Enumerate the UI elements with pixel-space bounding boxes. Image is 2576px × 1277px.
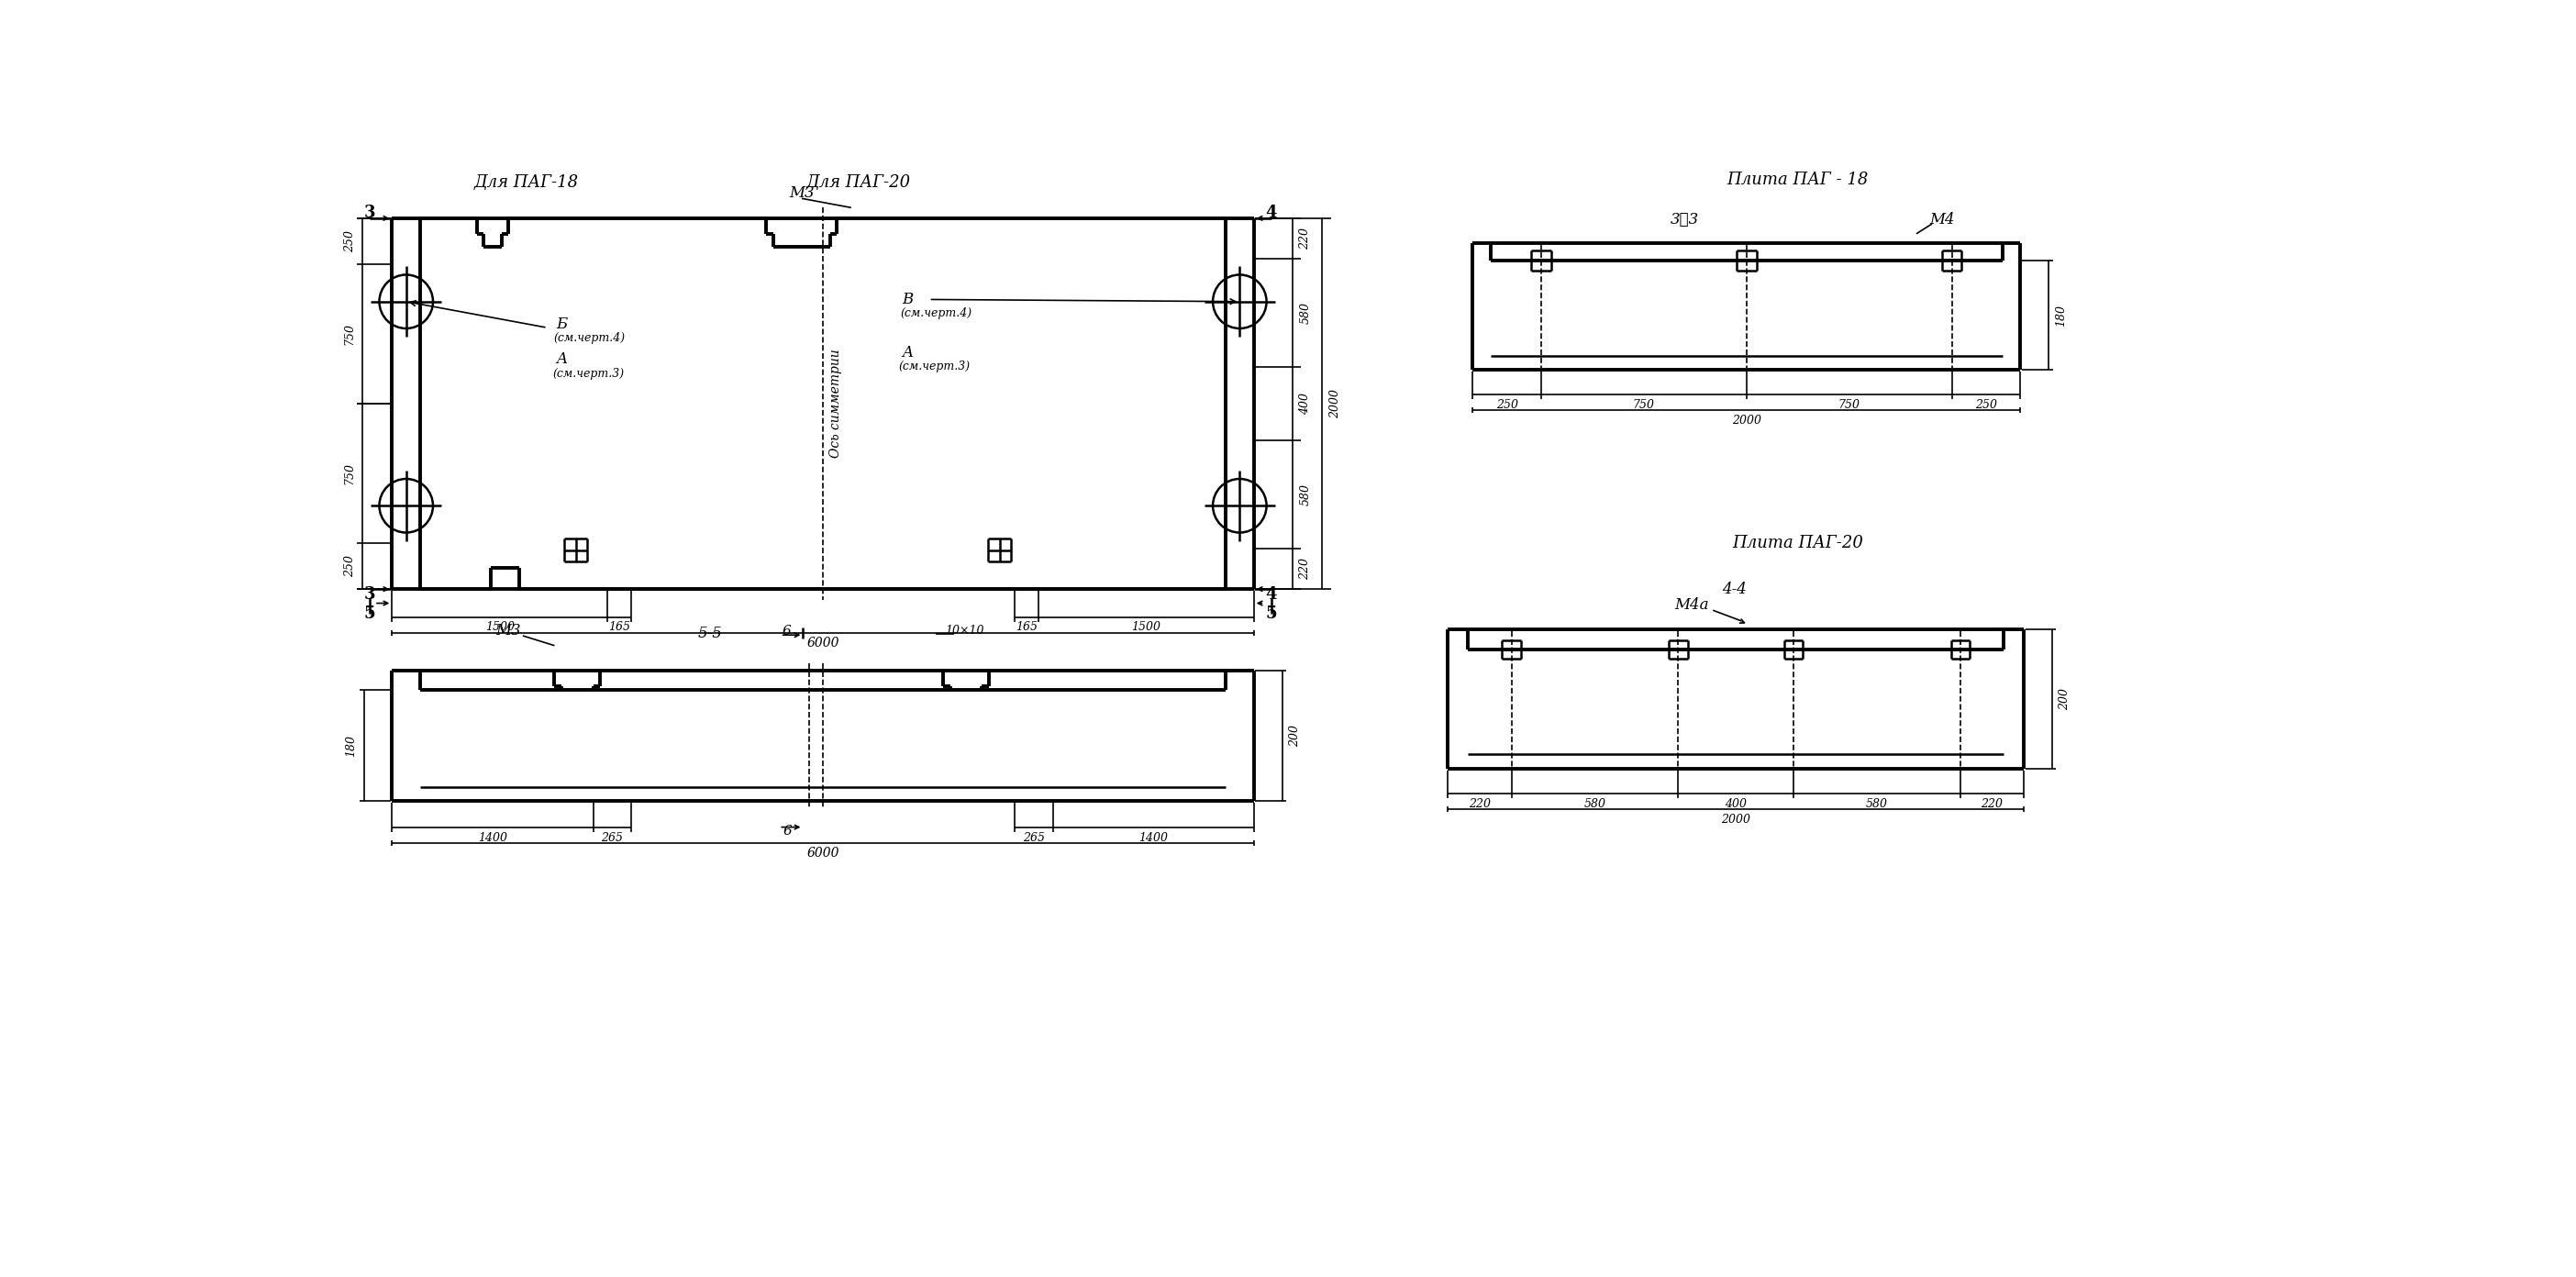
Text: 250: 250 bbox=[343, 555, 355, 577]
Text: A: A bbox=[556, 351, 567, 368]
Text: 1500: 1500 bbox=[484, 622, 515, 633]
Text: 6000: 6000 bbox=[806, 847, 840, 859]
Text: M3: M3 bbox=[497, 623, 520, 638]
Text: 3: 3 bbox=[363, 204, 376, 221]
Text: 10×10: 10×10 bbox=[945, 624, 984, 637]
Text: Плита ПАГ-20: Плита ПАГ-20 bbox=[1731, 535, 1862, 552]
Text: 1500: 1500 bbox=[1131, 622, 1162, 633]
Text: 6: 6 bbox=[781, 624, 791, 637]
Text: (см.черт.3): (см.черт.3) bbox=[899, 360, 971, 373]
Text: 180: 180 bbox=[2056, 304, 2066, 327]
Text: 220: 220 bbox=[1468, 798, 1492, 810]
Text: Плита ПАГ - 18: Плита ПАГ - 18 bbox=[1726, 171, 1868, 188]
Text: 580: 580 bbox=[1298, 301, 1311, 324]
Text: M3: M3 bbox=[788, 185, 814, 202]
Text: Для ПАГ-18: Для ПАГ-18 bbox=[474, 175, 580, 192]
Text: Ось симметрии: Ось симметрии bbox=[829, 349, 842, 458]
Text: 200: 200 bbox=[2058, 688, 2071, 710]
Text: 250: 250 bbox=[343, 230, 355, 253]
Text: 250: 250 bbox=[1497, 398, 1517, 411]
Text: 5: 5 bbox=[363, 605, 376, 622]
Text: 250: 250 bbox=[1976, 398, 1996, 411]
Text: M4а: M4а bbox=[1674, 598, 1708, 613]
Text: 200: 200 bbox=[1288, 724, 1301, 747]
Text: 4: 4 bbox=[1265, 586, 1278, 603]
Text: 750: 750 bbox=[343, 323, 355, 345]
Text: 165: 165 bbox=[608, 622, 631, 633]
Text: (см.черт.3): (см.черт.3) bbox=[554, 368, 623, 379]
Text: (см.черт.4): (см.черт.4) bbox=[899, 308, 971, 319]
Text: 5-5: 5-5 bbox=[698, 626, 721, 641]
Text: (см.черт.4): (см.черт.4) bbox=[554, 332, 626, 345]
Text: 5: 5 bbox=[1265, 605, 1278, 622]
Text: 220: 220 bbox=[1298, 227, 1311, 249]
Text: A: A bbox=[902, 345, 912, 360]
Text: 2000: 2000 bbox=[1329, 389, 1342, 419]
Text: 4: 4 bbox=[1265, 204, 1278, 221]
Text: 6: 6 bbox=[783, 825, 791, 838]
Text: 220: 220 bbox=[1298, 558, 1311, 580]
Text: 750: 750 bbox=[1633, 398, 1654, 411]
Text: 180: 180 bbox=[345, 734, 358, 756]
Text: M4: M4 bbox=[1929, 212, 1955, 227]
Text: 1400: 1400 bbox=[479, 831, 507, 844]
Text: Б: Б bbox=[556, 317, 567, 332]
Text: 580: 580 bbox=[1584, 798, 1605, 810]
Text: 750: 750 bbox=[1839, 398, 1860, 411]
Text: 265: 265 bbox=[1023, 831, 1046, 844]
Text: 165: 165 bbox=[1015, 622, 1038, 633]
Text: 400: 400 bbox=[1298, 392, 1311, 415]
Text: 2000: 2000 bbox=[1721, 813, 1752, 825]
Text: 3: 3 bbox=[363, 586, 376, 603]
Text: 6000: 6000 bbox=[806, 636, 840, 649]
Text: 4-4: 4-4 bbox=[1721, 581, 1747, 596]
Text: B: B bbox=[902, 291, 914, 308]
Text: 580: 580 bbox=[1298, 484, 1311, 506]
Text: 1400: 1400 bbox=[1139, 831, 1167, 844]
Text: 265: 265 bbox=[600, 831, 623, 844]
Text: 580: 580 bbox=[1865, 798, 1888, 810]
Text: 750: 750 bbox=[343, 462, 355, 484]
Text: 220: 220 bbox=[1981, 798, 2004, 810]
Text: Для ПАГ-20: Для ПАГ-20 bbox=[806, 175, 909, 192]
Text: 400: 400 bbox=[1726, 798, 1747, 810]
Text: 3≗3: 3≗3 bbox=[1669, 212, 1700, 227]
Text: 2000: 2000 bbox=[1731, 414, 1762, 427]
